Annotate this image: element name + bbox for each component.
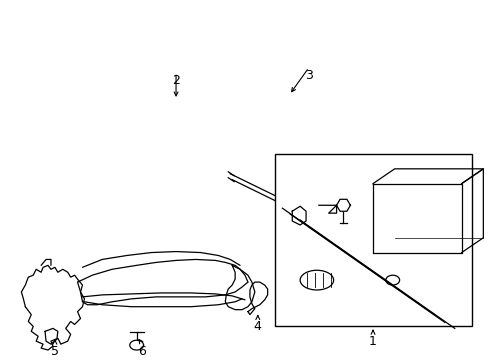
Text: 2: 2 xyxy=(172,74,180,87)
Text: 1: 1 xyxy=(368,335,376,348)
Text: 4: 4 xyxy=(253,320,261,333)
Bar xyxy=(274,154,470,327)
Text: 3: 3 xyxy=(305,69,312,82)
Text: 6: 6 xyxy=(137,345,145,357)
Text: 5: 5 xyxy=(51,345,59,357)
